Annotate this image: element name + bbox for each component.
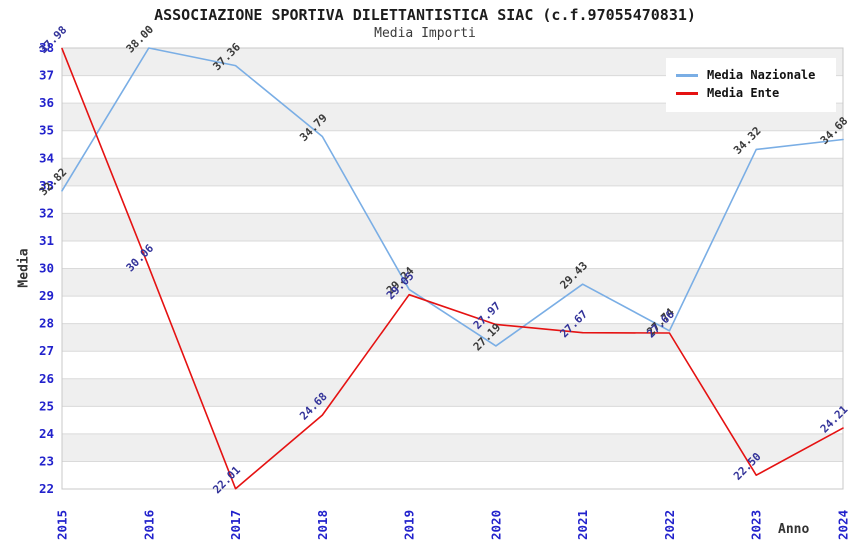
plot-band [62,378,843,407]
y-axis-title: Media [16,248,32,288]
plot-border [61,47,844,490]
y-tick-label: 37 [39,68,54,83]
legend-item-ente: Media Ente [676,86,824,100]
legend-line-sample-nazionale [676,73,698,77]
y-tick-label: 27 [39,343,54,358]
y-tick-label: 26 [39,371,54,386]
y-tick-label: 29 [39,288,54,303]
x-tick-label: 2017 [228,510,243,540]
legend-item-nazionale: Media Nazionale [676,68,824,82]
y-tick-label: 33 [39,178,54,193]
y-tick-label: 32 [39,205,54,220]
point-label-1: 24.21 [818,403,850,436]
legend-line-sample-ente [676,91,698,95]
x-tick-label: 2024 [836,510,850,540]
legend: Media Nazionale Media Ente [666,58,836,112]
legend-label-ente: Media Ente [707,86,780,100]
x-axis-title: Anno [778,522,810,537]
plot-band [62,433,843,462]
plot-band [62,158,843,186]
y-tick-label: 24 [39,426,54,441]
chart-title: ASSOCIAZIONE SPORTIVA DILETTANTISTICA SI… [154,6,696,24]
y-tick-label: 28 [39,316,54,331]
x-tick-label: 2019 [402,510,417,540]
series-line-0 [61,47,844,347]
y-tick-label: 25 [39,398,54,413]
plot-band [62,213,843,241]
y-tick-label: 22 [39,481,54,496]
x-tick-label: 2022 [662,510,677,540]
y-tick-label: 36 [39,95,54,110]
y-tick-label: 31 [39,233,54,248]
chart-subtitle: Media Importi [374,26,476,41]
y-tick-label: 23 [39,453,54,468]
plot-band [62,268,843,297]
y-tick-label: 38 [39,40,54,55]
y-tick-label: 34 [39,150,54,165]
y-tick-label: 35 [39,123,54,138]
series-line-1 [61,47,844,490]
x-tick-label: 2023 [749,510,764,540]
x-tick-label: 2021 [575,510,590,540]
plot-band [62,323,843,352]
x-tick-label: 2016 [141,510,156,540]
legend-label-nazionale: Media Nazionale [707,68,816,82]
x-tick-label: 2018 [315,510,330,540]
y-tick-label: 30 [39,261,54,276]
x-tick-label: 2015 [55,510,70,540]
x-tick-label: 2020 [488,510,503,540]
